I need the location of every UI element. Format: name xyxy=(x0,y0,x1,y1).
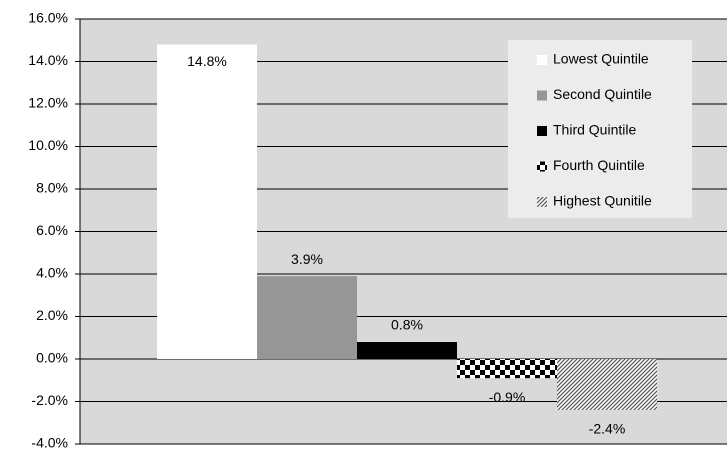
bar xyxy=(357,342,457,359)
y-tick-label: 8.0% xyxy=(36,180,68,196)
y-tick-label: -2.0% xyxy=(31,392,68,408)
legend-label: Fourth Quintile xyxy=(553,157,645,173)
value-label: -2.4% xyxy=(589,421,626,437)
legend-swatch xyxy=(537,90,547,101)
y-tick-label: 12.0% xyxy=(28,95,68,111)
y-tick-label: 0.0% xyxy=(36,350,68,366)
y-tick-label: 10.0% xyxy=(28,137,68,153)
bar xyxy=(157,44,257,359)
legend-swatch xyxy=(537,55,547,65)
legend-label: Second Quintile xyxy=(553,86,652,102)
y-tick-label: -4.0% xyxy=(31,435,68,449)
y-tick-label: 4.0% xyxy=(36,265,68,281)
y-tick-label: 6.0% xyxy=(36,222,68,238)
value-label: 3.9% xyxy=(291,251,323,267)
y-tick-label: 14.0% xyxy=(28,52,68,68)
legend-label: Highest Qunitile xyxy=(553,193,652,209)
legend-swatch xyxy=(537,161,547,172)
value-label: 14.8% xyxy=(187,53,227,69)
bar xyxy=(457,359,557,379)
y-tick-label: 2.0% xyxy=(36,307,68,323)
legend-label: Lowest Quintile xyxy=(553,51,649,67)
y-tick-label: 16.0% xyxy=(28,10,68,26)
value-label: 0.8% xyxy=(391,317,423,333)
legend-swatch xyxy=(537,197,547,207)
bar xyxy=(257,276,357,359)
bar xyxy=(557,359,657,410)
legend-label: Third Quintile xyxy=(553,122,636,138)
value-label: -0.9% xyxy=(489,389,526,405)
legend-swatch xyxy=(537,126,547,136)
